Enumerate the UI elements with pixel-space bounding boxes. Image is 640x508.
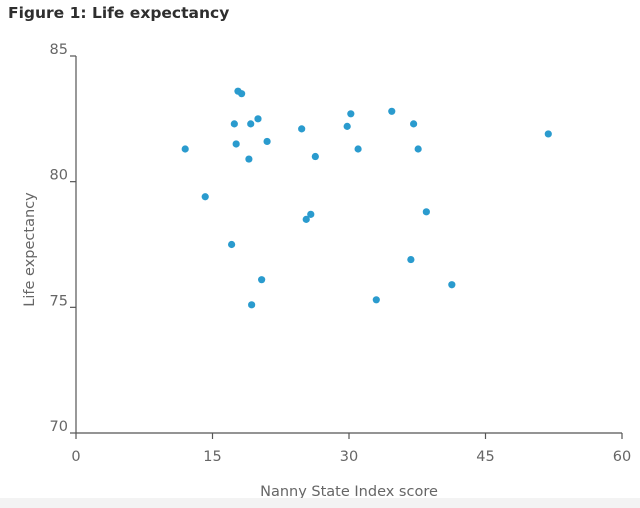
data-point [181,145,189,153]
x-tick-label: 30 [340,449,358,465]
data-point [414,145,422,153]
data-point [247,120,255,128]
data-point [544,130,552,138]
chart-title: Figure 1: Life expectancy [8,4,230,22]
x-tick-label: 45 [476,449,494,465]
x-axis-title: Nanny State Index score [260,484,438,500]
data-point [448,281,456,289]
data-point [263,137,271,146]
data-point [228,240,236,249]
data-point [232,140,240,148]
y-tick-label: 75 [50,293,68,309]
y-axis-title: Life expectancy [22,192,38,307]
data-point [311,152,319,161]
data-point [343,122,351,130]
data-point [238,90,246,98]
x-tick-label: 0 [71,449,80,465]
y-tick-label: 85 [50,42,68,58]
data-point [258,276,266,284]
data-point [298,125,306,133]
y-tick-label: 80 [50,168,68,184]
data-point [354,145,362,153]
data-point [254,115,262,123]
y-tick-label: 70 [50,419,68,435]
data-point [248,301,256,309]
data-point [372,296,380,304]
x-tick-label: 60 [613,449,631,465]
x-tick-label: 15 [203,449,221,465]
data-points [181,87,552,309]
data-point [388,107,396,115]
tick-labels: 0 15 30 45 60 70 75 80 85 [50,42,632,465]
data-point [347,110,355,118]
data-point [230,120,238,128]
footer-band [0,498,640,508]
axes [70,55,623,439]
data-point [422,208,430,216]
data-point [302,215,310,223]
data-point [307,210,315,218]
data-point [407,255,415,264]
data-point [201,193,209,201]
data-point [410,120,418,128]
data-point [245,155,253,163]
